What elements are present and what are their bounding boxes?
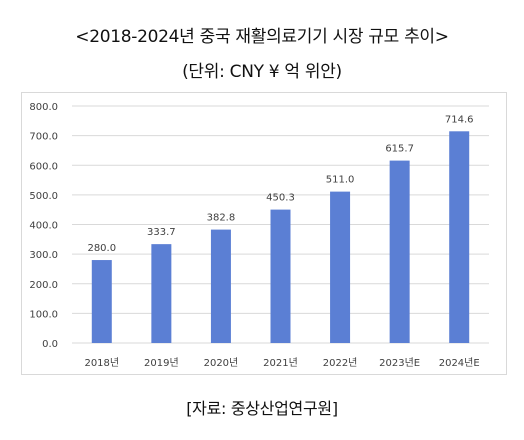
y-tick-label: 700.0	[29, 132, 58, 143]
y-tick-label: 400.0	[29, 221, 58, 232]
bar	[270, 209, 291, 343]
bar	[330, 191, 351, 343]
y-tick-label: 800.0	[29, 102, 58, 113]
chart-subtitle: (단위: CNY ¥ 억 위안)	[182, 62, 342, 82]
bar	[449, 131, 470, 343]
y-tick-label: 0.0	[42, 339, 58, 350]
bar	[389, 160, 410, 343]
y-tick-label: 500.0	[29, 191, 58, 202]
data-label: 450.3	[266, 193, 295, 204]
y-tick-label: 300.0	[29, 250, 58, 261]
x-tick-label: 2022년	[323, 357, 358, 369]
source-note: [자료: 중상산업연구원]	[186, 399, 338, 418]
x-tick-label: 2020년	[204, 357, 239, 369]
data-label: 333.7	[147, 227, 176, 238]
x-tick-label: 2018년	[84, 357, 119, 369]
x-tick-label: 2023년E	[379, 357, 420, 369]
bar	[91, 260, 112, 343]
x-tick-label: 2024년E	[439, 357, 480, 369]
chart-title: <2018-2024년 중국 재활의료기기 시장 규모 추이>	[75, 27, 449, 47]
y-tick-label: 200.0	[29, 280, 58, 291]
data-label: 382.8	[207, 213, 236, 224]
x-tick-label: 2019년	[144, 357, 179, 369]
data-label: 714.6	[445, 114, 474, 125]
data-label: 280.0	[87, 243, 116, 254]
data-label: 615.7	[385, 144, 414, 155]
bar	[151, 244, 172, 343]
data-label: 511.0	[326, 175, 355, 186]
y-tick-label: 600.0	[29, 161, 58, 172]
bar	[210, 229, 231, 343]
y-tick-label: 100.0	[29, 309, 58, 320]
x-tick-label: 2021년	[263, 357, 298, 369]
